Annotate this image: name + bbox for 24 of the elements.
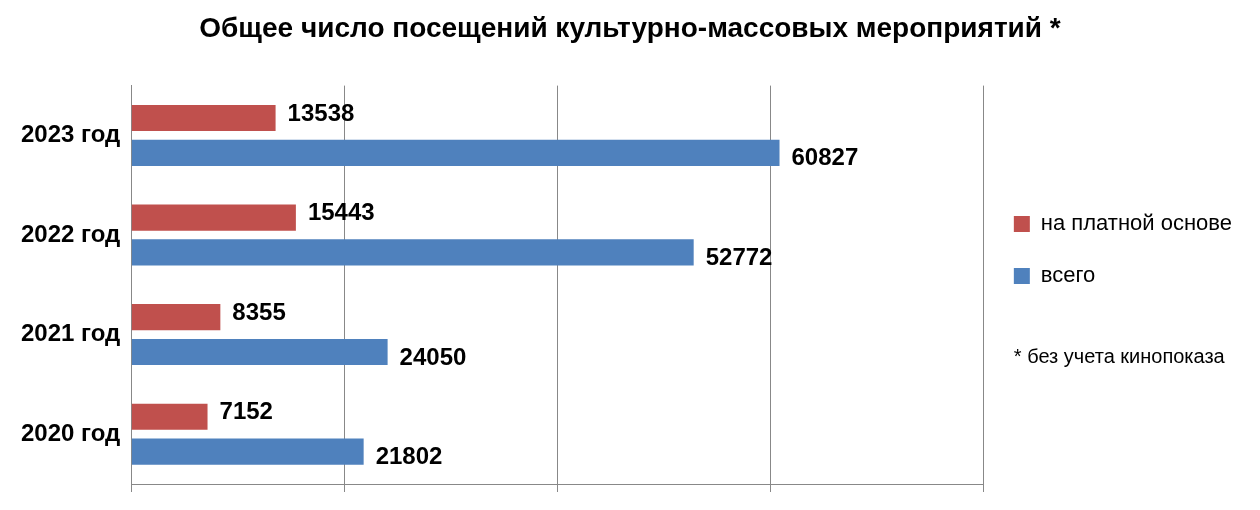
bar — [131, 403, 208, 430]
y-tick-label: 2021 год — [20, 319, 121, 347]
bar — [131, 204, 296, 231]
data-label: 60827 — [791, 143, 859, 171]
data-label: 21802 — [375, 442, 443, 470]
y-tick-label: 2022 год — [20, 219, 121, 247]
bar — [131, 304, 221, 331]
bar — [131, 338, 388, 366]
data-label: 7152 — [219, 397, 273, 425]
data-label: 8355 — [232, 297, 286, 325]
chart-title: Общее число посещений культурно-массовых мероприятий * — [199, 11, 1061, 43]
data-label: 13538 — [287, 98, 355, 126]
bar — [131, 139, 780, 166]
text: * без учета кинопоказа — [1013, 344, 1226, 367]
bar — [131, 438, 364, 465]
bar — [131, 104, 276, 132]
data-label: 52772 — [705, 243, 773, 271]
data-label: 15443 — [307, 198, 375, 226]
bar — [131, 239, 694, 266]
legend-label: всего — [1040, 262, 1096, 288]
legend-label: на платной основе — [1040, 210, 1233, 236]
data-label: 24050 — [399, 342, 467, 370]
y-tick-label: 2020 год — [20, 418, 121, 446]
y-tick-label: 2023 год — [20, 120, 121, 148]
